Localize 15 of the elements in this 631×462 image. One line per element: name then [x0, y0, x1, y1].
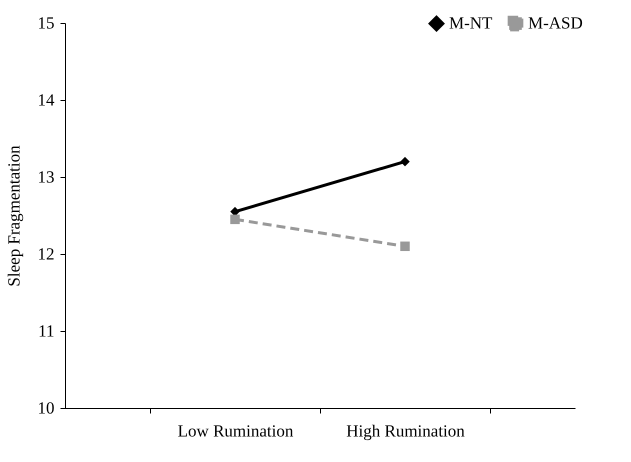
x-tick-label: Low Rumination [178, 422, 294, 440]
y-tick-label: 12 [38, 244, 54, 264]
y-tick-label: 13 [38, 168, 54, 186]
y-tick-label: 15 [38, 14, 54, 32]
point [230, 214, 240, 224]
legend-label: M-ASD [528, 14, 583, 33]
point [400, 156, 410, 166]
point [400, 242, 410, 252]
y-tick-label: 10 [38, 398, 54, 418]
y-tick-label: 11 [38, 322, 54, 340]
legend-label: M-NT [449, 14, 494, 33]
x-tick-label: High Rumination [346, 422, 466, 440]
y-tick-label: 14 [38, 90, 55, 110]
y-axis-title: Sleep Fragmentation [4, 144, 24, 287]
point [230, 206, 240, 216]
